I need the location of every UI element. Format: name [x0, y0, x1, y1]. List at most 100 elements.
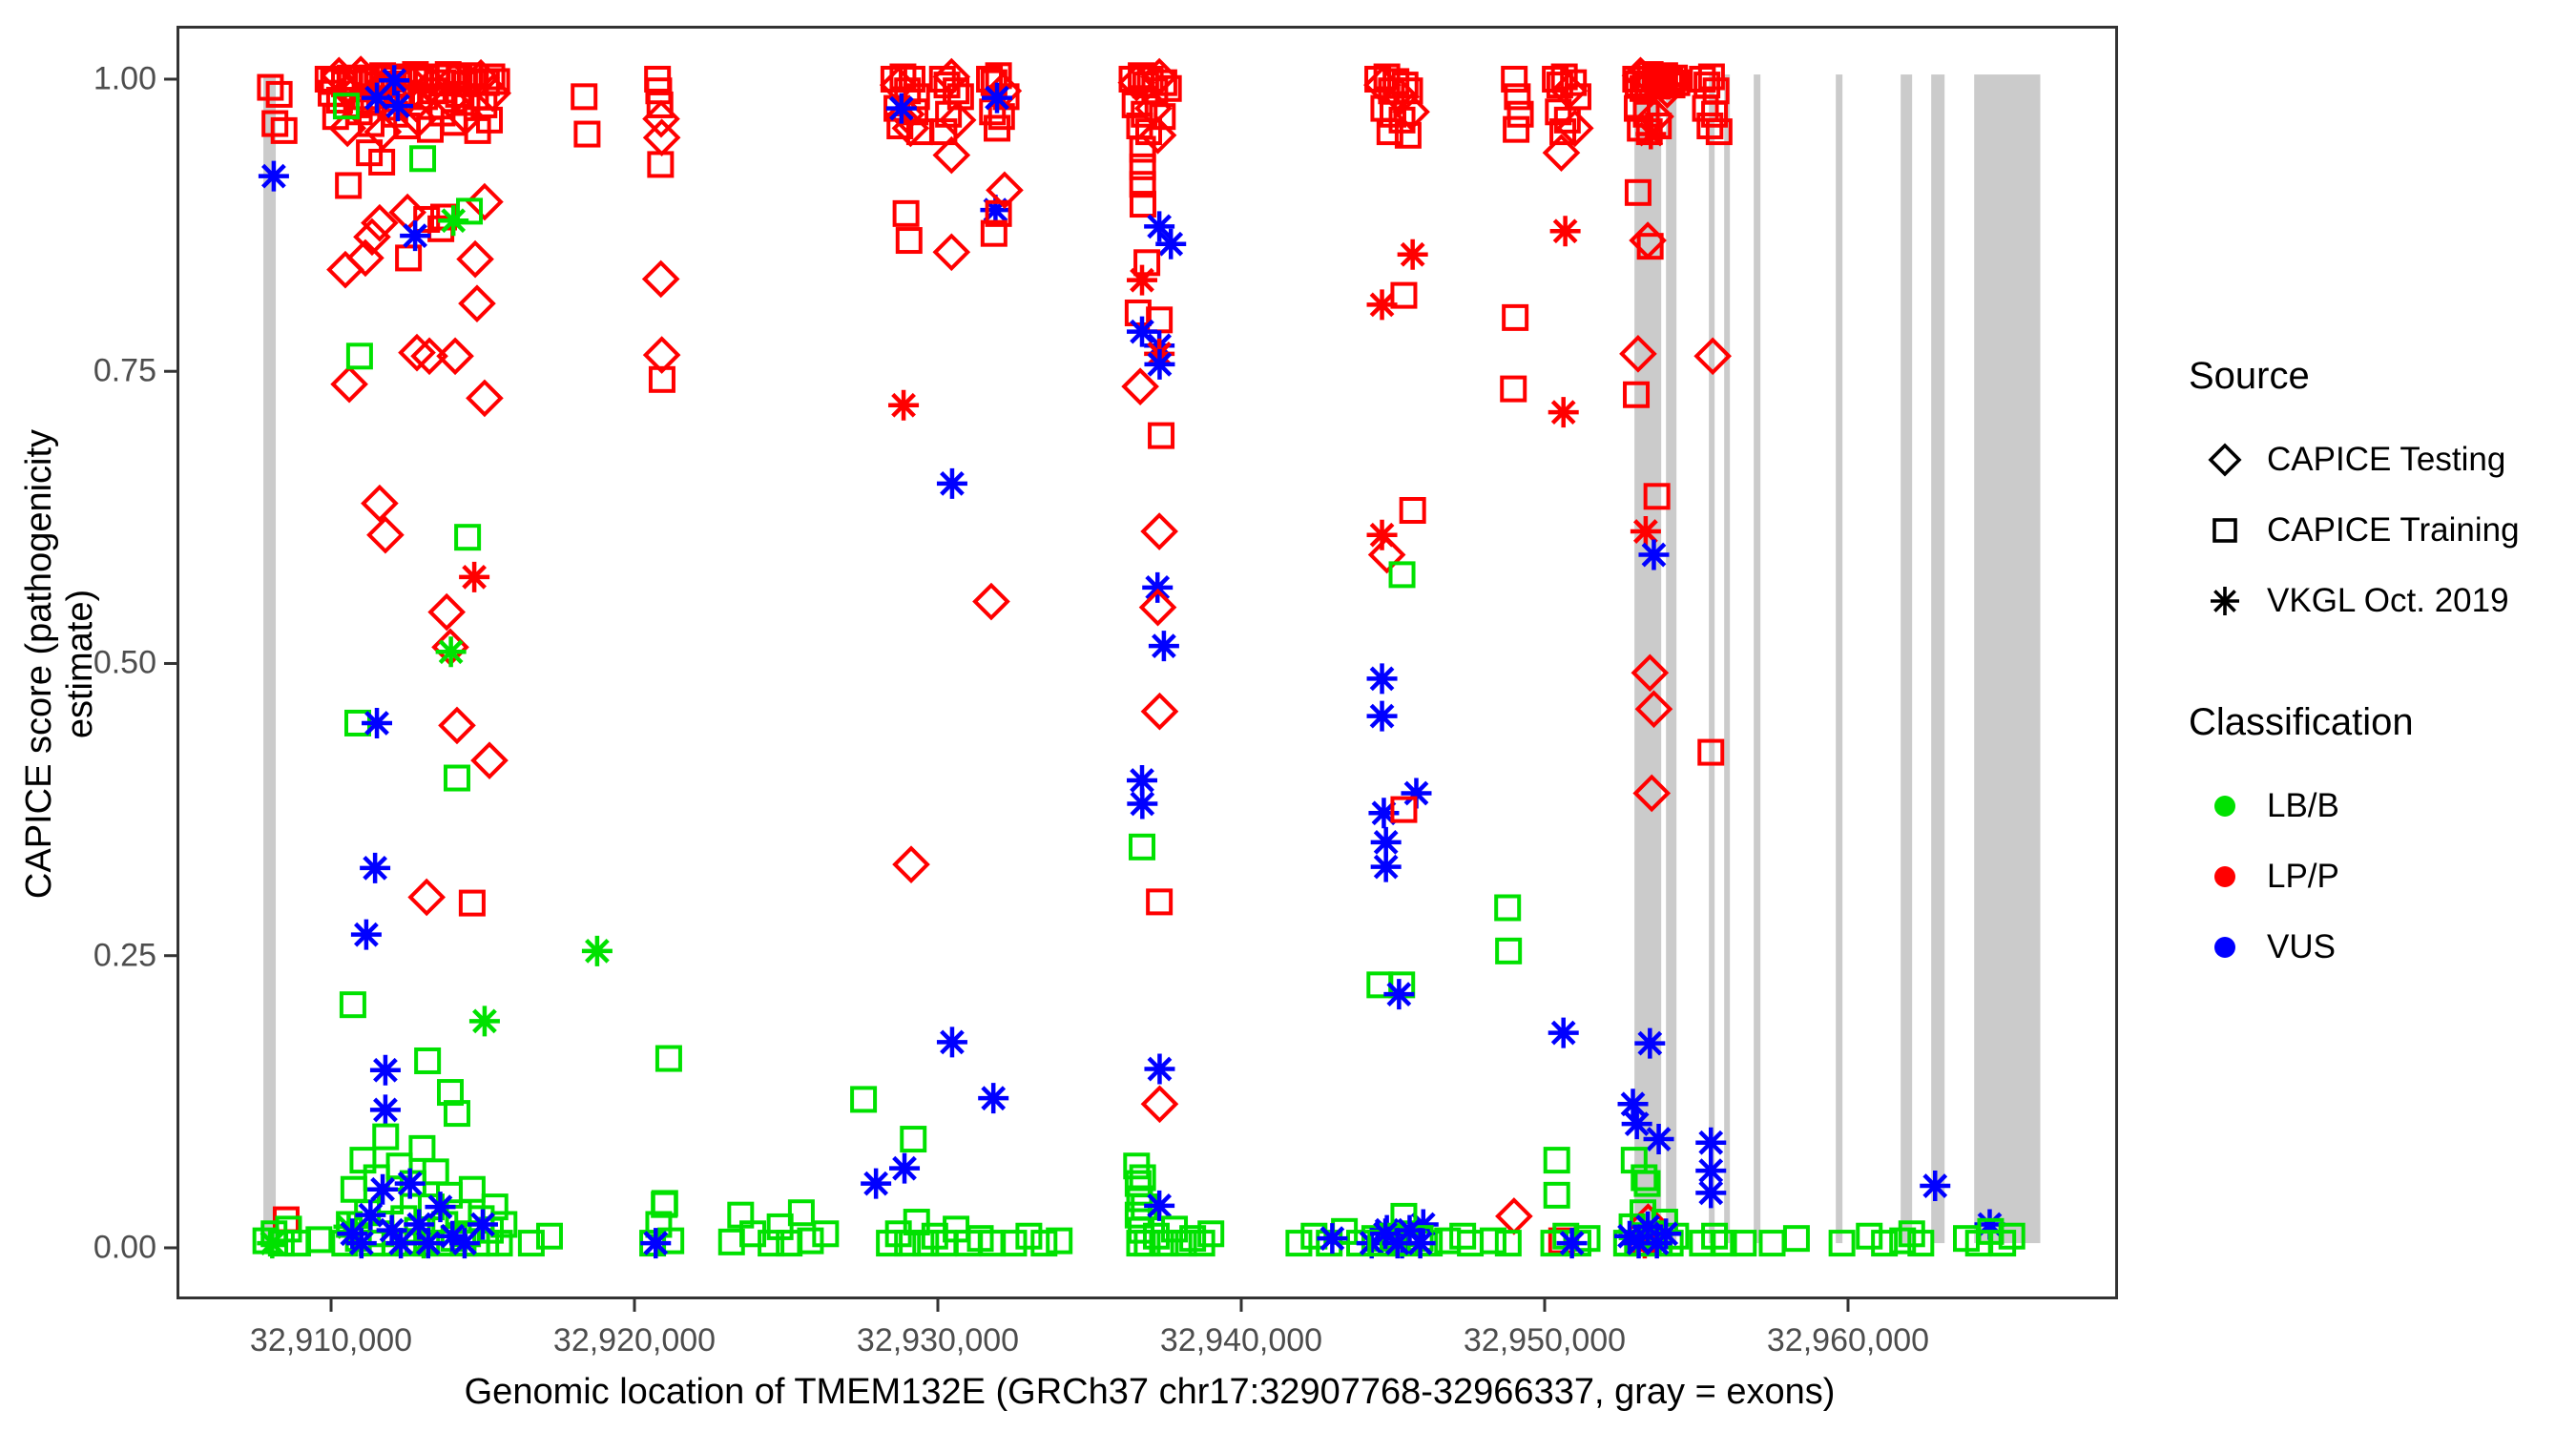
data-point-marker — [1140, 692, 1179, 731]
data-point-marker — [1148, 631, 1179, 662]
data-point-marker — [1506, 100, 1534, 128]
exon-band — [1974, 74, 2041, 1244]
data-point-marker — [1370, 826, 1402, 858]
data-point-marker — [1643, 1124, 1674, 1155]
data-point-marker — [1394, 121, 1422, 149]
data-point-marker — [1621, 1109, 1652, 1140]
data-point-marker — [368, 148, 396, 176]
data-point-marker — [1170, 1230, 1197, 1257]
data-point-marker — [1494, 1230, 1522, 1257]
data-point-marker — [985, 199, 1012, 227]
data-point-marker — [787, 1199, 815, 1227]
data-point-marker — [404, 1209, 435, 1240]
data-point-marker — [1617, 1089, 1649, 1120]
data-point-marker — [571, 83, 598, 111]
data-point-marker — [1710, 1230, 1737, 1257]
data-point-marker — [646, 91, 674, 118]
data-point-marker — [1127, 788, 1158, 819]
data-point-marker — [1127, 316, 1158, 347]
data-point-marker — [1828, 1230, 1856, 1257]
lpp-dot-icon — [2214, 866, 2235, 887]
y-axis-title: CAPICE score (pathogenicity estimate) — [19, 428, 100, 900]
data-point-marker — [1629, 221, 1667, 259]
data-point-marker — [1632, 1211, 1664, 1242]
data-point-marker — [332, 93, 360, 120]
data-point-marker — [1399, 497, 1426, 525]
data-point-marker — [346, 238, 384, 278]
data-point-marker — [1730, 1230, 1757, 1257]
data-point-marker — [739, 1220, 767, 1248]
data-point-marker — [898, 65, 925, 93]
data-point-marker — [1179, 1225, 1207, 1253]
legend-label: LB/B — [2267, 787, 2339, 824]
data-point-marker — [1856, 1222, 1883, 1250]
data-point-marker — [1127, 264, 1158, 296]
data-point-marker — [382, 91, 413, 122]
data-point-marker — [1693, 337, 1732, 376]
data-point-marker — [1394, 1214, 1425, 1246]
data-point-marker — [1692, 94, 1719, 122]
data-point-marker — [1501, 65, 1528, 93]
data-point-marker — [1998, 1222, 2025, 1250]
data-point-marker — [986, 171, 1024, 210]
data-point-marker — [409, 145, 437, 173]
data-point-marker — [1907, 1230, 1935, 1257]
data-point-marker — [1148, 422, 1175, 449]
y-tick-label: 0.75 — [93, 352, 156, 389]
data-point-marker — [889, 1152, 921, 1184]
data-point-marker — [651, 1191, 678, 1218]
data-point-marker — [1140, 512, 1178, 550]
exon-band — [1709, 74, 1715, 1244]
data-point-marker — [407, 878, 447, 917]
data-point-marker — [1129, 171, 1156, 198]
data-point-marker — [345, 342, 373, 370]
data-point-marker — [362, 707, 393, 738]
data-point-marker — [1550, 63, 1578, 91]
data-point-marker — [481, 1193, 509, 1221]
data-point-marker — [640, 1228, 672, 1259]
plot-panel — [177, 26, 2118, 1299]
data-point-marker — [410, 337, 448, 376]
x-tick-label: 32,910,000 — [249, 1322, 413, 1358]
data-point-marker — [1138, 588, 1177, 627]
data-point-marker — [478, 63, 506, 91]
legend-source: Source CAPICE Testing CAPICE Training VK… — [2183, 355, 2565, 636]
data-point-marker — [1129, 135, 1156, 163]
exon-band — [1901, 74, 1913, 1244]
legend-label: CAPICE Testing — [2267, 441, 2506, 478]
data-point-marker — [1404, 1228, 1436, 1259]
data-point-marker — [1494, 894, 1522, 922]
vus-dot-icon — [2214, 937, 2235, 958]
data-point-marker — [1457, 1230, 1485, 1257]
data-point-marker — [349, 1147, 377, 1174]
y-tick-label: 1.00 — [93, 60, 156, 97]
data-point-marker — [265, 80, 293, 108]
data-point-marker — [1381, 77, 1420, 116]
data-point-marker — [486, 1230, 513, 1257]
data-point-marker — [376, 1214, 407, 1246]
data-point-marker — [456, 239, 494, 279]
data-point-marker — [458, 889, 486, 917]
data-point-marker — [1155, 228, 1187, 259]
data-point-marker — [573, 120, 601, 148]
data-point-marker — [972, 582, 1010, 621]
data-point-marker — [1144, 348, 1175, 380]
exon-band — [1666, 74, 1677, 1244]
legend-classification-title: Classification — [2189, 701, 2414, 743]
data-point-marker — [1663, 69, 1691, 96]
data-point-marker — [645, 77, 673, 105]
data-point-marker — [385, 1228, 417, 1259]
data-point-marker — [467, 1209, 499, 1240]
data-point-marker — [1015, 1222, 1043, 1250]
legend-source-title: Source — [2189, 355, 2310, 397]
data-point-marker — [339, 991, 366, 1019]
data-point-marker — [305, 1226, 333, 1254]
data-point-marker — [1560, 69, 1588, 96]
data-point-marker — [984, 114, 1011, 142]
data-point-marker — [654, 1045, 682, 1072]
data-point-marker — [892, 199, 920, 227]
data-point-marker — [1695, 1155, 1727, 1187]
data-point-marker — [900, 1126, 927, 1153]
data-point-marker — [361, 484, 399, 523]
legend-classification: Classification LB/B LP/P VUS — [2183, 701, 2565, 983]
